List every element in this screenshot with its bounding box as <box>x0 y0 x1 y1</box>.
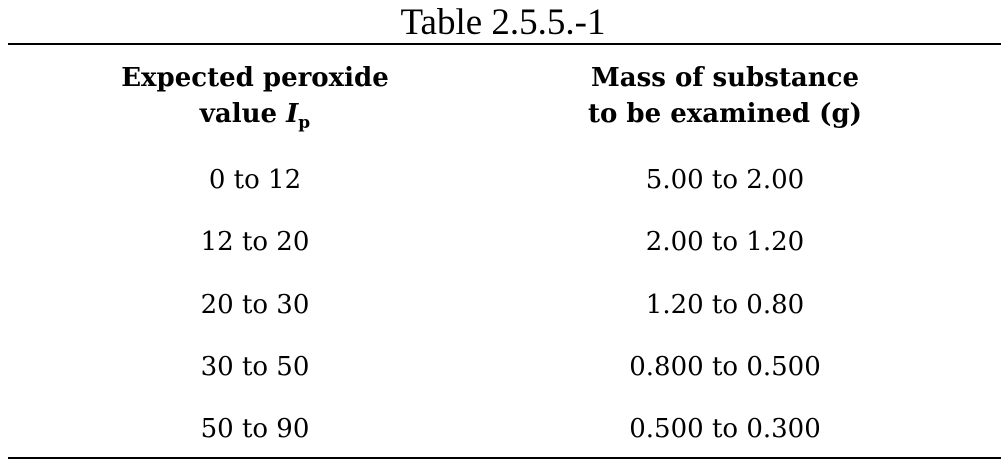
table-cell-peroxide-value: 20 to 30 <box>200 290 310 320</box>
header-col1-prefix: value <box>199 99 287 129</box>
table-cell-mass: 5.00 to 2.00 <box>645 165 805 195</box>
table-cell-peroxide-value: 12 to 20 <box>200 227 310 257</box>
peroxide-symbol-subscript: p <box>298 113 311 133</box>
table-cell-mass: 0.800 to 0.500 <box>629 352 821 382</box>
table-cell-peroxide-value: 50 to 90 <box>200 414 310 444</box>
peroxide-symbol: Ip <box>286 99 311 133</box>
table-cell-mass: 0.500 to 0.300 <box>629 414 821 444</box>
header-col1-line2: value Ip <box>45 96 465 132</box>
top-rule <box>8 43 1001 45</box>
table-cell-peroxide-value: 0 to 12 <box>208 165 302 195</box>
header-expected-peroxide-value: Expected peroxide value Ip <box>45 60 465 132</box>
table-cell-peroxide-value: 30 to 50 <box>200 352 310 382</box>
header-col2-line1: Mass of substance <box>590 63 860 93</box>
bottom-rule <box>8 457 1001 459</box>
header-col2-line2: to be examined (g) <box>588 99 862 129</box>
table-cell-mass: 2.00 to 1.20 <box>645 227 805 257</box>
table-cell-mass: 1.20 to 0.80 <box>645 290 805 320</box>
header-col1-line1: Expected peroxide <box>121 63 389 93</box>
table-caption: Table 2.5.5.-1 <box>400 2 606 43</box>
header-mass-of-substance: Mass of substance to be examined (g) <box>515 60 935 132</box>
